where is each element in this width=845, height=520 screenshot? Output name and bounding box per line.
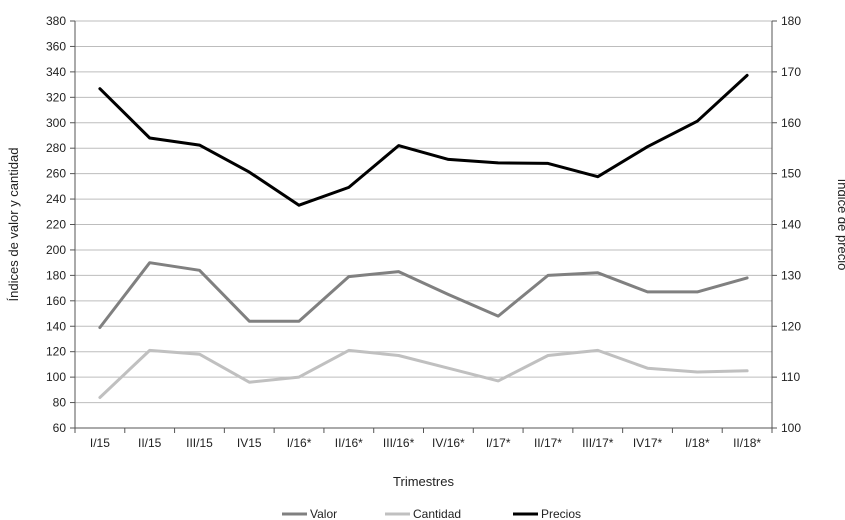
y-left-tick-label: 280 bbox=[46, 141, 66, 155]
tick-labels: 60 80 100 120 140 160 180 200 220 240 260 280 300 320… bbox=[46, 14, 801, 450]
x-tick-label: I/17* bbox=[486, 436, 511, 450]
y-left-tick-label: 120 bbox=[46, 345, 66, 359]
y-left-tick-label: 140 bbox=[46, 319, 66, 333]
x-axis-title: Trimestres bbox=[393, 474, 454, 489]
series-lines bbox=[98, 73, 749, 399]
y-right-tick-label: 110 bbox=[781, 370, 800, 384]
legend-label-cantidad: Cantidad bbox=[413, 507, 461, 520]
grid-lines bbox=[75, 20, 772, 429]
y-left-tick-label: 380 bbox=[46, 14, 66, 28]
x-tick-label: III/16* bbox=[383, 436, 415, 450]
y-right-tick-label: 120 bbox=[781, 319, 801, 333]
y-left-tick-label: 220 bbox=[46, 218, 66, 232]
x-tick-label: III/17* bbox=[582, 436, 614, 450]
y-left-tick-label: 260 bbox=[46, 167, 66, 181]
x-tick-label: II/15 bbox=[138, 436, 162, 450]
x-tick-label: II/17* bbox=[534, 436, 562, 450]
y-left-tick-label: 160 bbox=[46, 294, 66, 308]
y-left-tick-label: 80 bbox=[53, 396, 67, 410]
y-axis-right-title: Índice de precio bbox=[835, 179, 845, 271]
x-tick-label: IV/16* bbox=[432, 436, 465, 450]
y-right-tick-label: 140 bbox=[781, 218, 801, 232]
y-left-tick-label: 320 bbox=[46, 90, 66, 104]
series-line-cantidad bbox=[98, 348, 749, 399]
y-left-tick-label: 300 bbox=[46, 116, 66, 130]
x-tick-label: II/18* bbox=[733, 436, 761, 450]
y-right-tick-label: 130 bbox=[781, 268, 801, 282]
y-right-tick-label: 150 bbox=[781, 167, 801, 181]
series-line-precios bbox=[98, 73, 749, 207]
x-tick-label: I/15 bbox=[90, 436, 110, 450]
y-right-tick-label: 160 bbox=[781, 116, 801, 130]
y-left-tick-label: 340 bbox=[46, 65, 66, 79]
y-right-tick-label: 180 bbox=[781, 14, 801, 28]
y-right-tick-label: 100 bbox=[781, 421, 801, 435]
legend: Valor Cantidad Precios bbox=[282, 507, 581, 520]
x-tick-label: I/16* bbox=[287, 436, 312, 450]
axes bbox=[70, 20, 777, 433]
x-tick-label: IV17* bbox=[633, 436, 663, 450]
x-tick-label: IV15 bbox=[237, 436, 262, 450]
y-left-tick-label: 360 bbox=[46, 39, 66, 53]
y-left-tick-label: 60 bbox=[53, 421, 67, 435]
x-tick-label: II/16* bbox=[335, 436, 363, 450]
y-left-tick-label: 200 bbox=[46, 243, 66, 257]
legend-label-precios: Precios bbox=[541, 507, 581, 520]
y-left-tick-label: 180 bbox=[46, 268, 66, 282]
legend-label-valor: Valor bbox=[310, 507, 337, 520]
y-right-tick-label: 170 bbox=[781, 65, 801, 79]
x-tick-label: I/18* bbox=[685, 436, 710, 450]
series-line-valor bbox=[98, 261, 749, 329]
x-tick-label: III/15 bbox=[186, 436, 213, 450]
y-axis-left-title: Índices de valor y cantidad bbox=[6, 148, 21, 302]
y-left-tick-label: 240 bbox=[46, 192, 66, 206]
y-left-tick-label: 100 bbox=[46, 370, 66, 384]
